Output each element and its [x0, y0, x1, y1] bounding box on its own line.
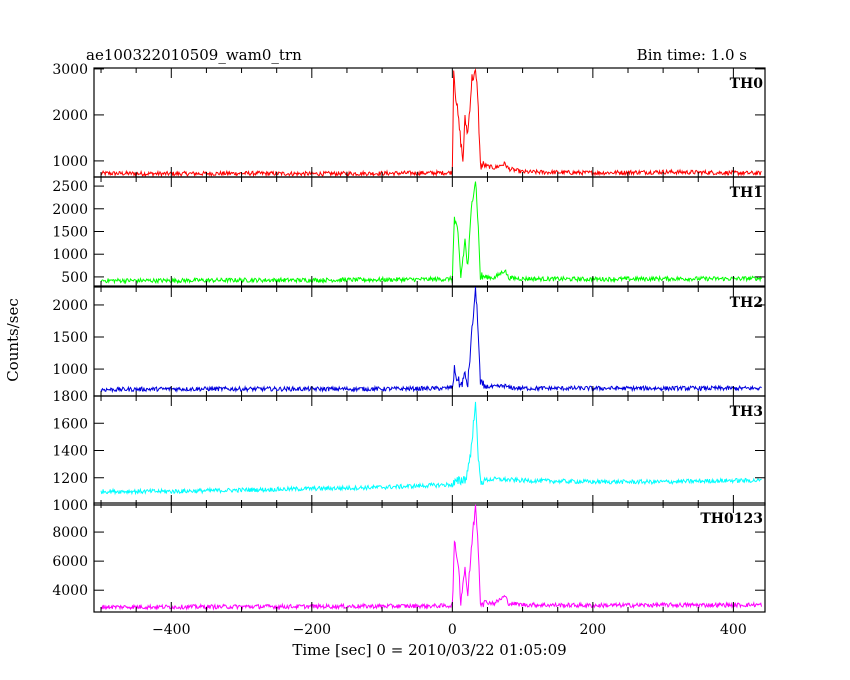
- y-tick-label: 1000: [52, 498, 88, 514]
- y-tick-label: 1500: [52, 330, 88, 346]
- x-axis: −400 −200 0 200 400: [152, 622, 747, 638]
- panel-frame: [93, 67, 766, 178]
- y-tick-label: 1200: [52, 471, 88, 487]
- x-axis-label: Time [sec] 0 = 2010/03/22 01:05:09: [292, 641, 566, 659]
- y-tick-label: 1400: [52, 444, 88, 460]
- y-tick-label: 1800: [52, 389, 88, 405]
- y-tick-label: 1000: [52, 362, 88, 378]
- panels-group: 1000 2000 3000 TH0 500 1000 1500 2000 2500 TH1 100…: [52, 62, 766, 613]
- bin-time-label: Bin time: 1.0 s: [637, 46, 747, 64]
- panel-frame: [93, 502, 766, 613]
- y-tick-label: 2500: [52, 179, 88, 195]
- y-tick-label: 8000: [52, 525, 88, 541]
- x-tick-label: 0: [448, 622, 457, 638]
- y-tick-label: 2000: [52, 108, 88, 124]
- y-axis-label: Counts/sec: [4, 298, 22, 382]
- series-line-th3: [100, 401, 762, 496]
- panel-th1: 500 1000 1500 2000 2500 TH1: [52, 176, 766, 287]
- y-tick-label: 1000: [52, 154, 88, 170]
- x-tick-label: 200: [579, 622, 606, 638]
- series-line-th0: [100, 68, 762, 178]
- channel-label-th2: TH2: [730, 295, 763, 311]
- y-tick-label: 4000: [52, 583, 88, 599]
- plot-title: ae100322010509_wam0_trn: [86, 46, 302, 64]
- y-tick-label: 1000: [52, 247, 88, 263]
- series-line-th0123: [100, 504, 762, 611]
- x-tick-label: −400: [152, 622, 190, 638]
- channel-label-th0123: TH0123: [700, 511, 763, 527]
- y-tick-label: 2000: [52, 202, 88, 218]
- panel-frame: [93, 395, 766, 506]
- y-tick-label: 1500: [52, 225, 88, 241]
- panel-th0: 1000 2000 3000 TH0: [52, 62, 766, 178]
- y-tick-label: 500: [61, 270, 88, 286]
- panel-th0123: 4000 6000 8000 TH0123: [52, 502, 766, 613]
- y-tick-label: 3000: [52, 62, 88, 78]
- x-tick-label: 400: [720, 622, 747, 638]
- channel-label-th1: TH1: [730, 185, 763, 201]
- y-tick-label: 2000: [52, 298, 88, 314]
- channel-label-th0: TH0: [730, 76, 764, 92]
- panel-th2: 1000 1500 2000 TH2: [52, 286, 766, 397]
- y-tick-label: 6000: [52, 554, 88, 570]
- y-tick-label: 1600: [52, 416, 88, 432]
- series-line-th2: [100, 286, 762, 394]
- panel-th3: 1000 1200 1400 1600 1800 TH3: [52, 389, 766, 514]
- panel-frame: [93, 176, 766, 287]
- x-tick-label: −200: [293, 622, 331, 638]
- panel-frame: [93, 286, 766, 397]
- channel-label-th3: TH3: [730, 404, 763, 420]
- series-line-th1: [100, 181, 762, 285]
